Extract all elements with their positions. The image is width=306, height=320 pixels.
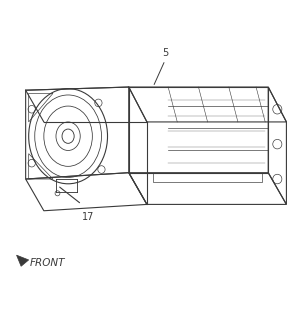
Text: 17: 17 [82,212,94,222]
Polygon shape [17,255,29,266]
Text: 5: 5 [162,49,168,59]
Text: FRONT: FRONT [30,258,66,268]
